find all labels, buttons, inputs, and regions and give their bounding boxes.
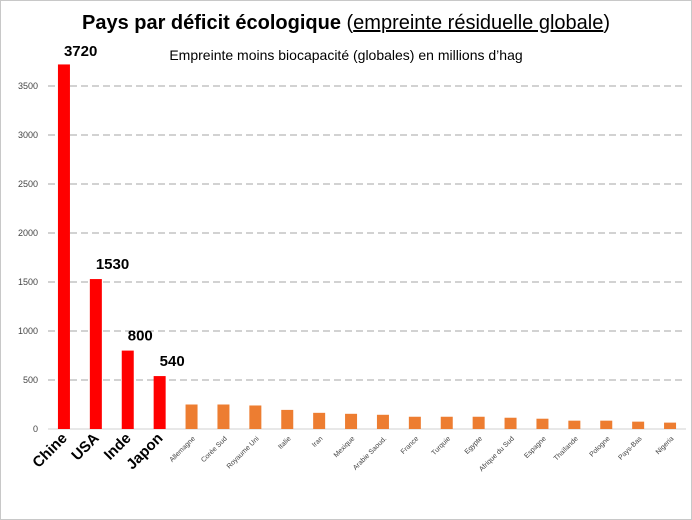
- bar-inde: [121, 350, 134, 429]
- bar-afrique-du-sud: [504, 417, 517, 429]
- bar-italie: [281, 409, 294, 429]
- bar-iran: [313, 412, 326, 429]
- x-tick-label: Corée Sud: [200, 435, 229, 464]
- bar-arabie-saoud-: [376, 414, 389, 429]
- bar-nigeria: [664, 422, 677, 429]
- y-tick-label: 0: [33, 424, 38, 434]
- chart-subtitle: Empreinte moins biocapacité (globales) e…: [169, 47, 523, 63]
- bar-france: [408, 416, 421, 429]
- bar-turquie: [440, 416, 453, 429]
- bar-usa: [89, 279, 102, 429]
- x-tick-label: Nigeria: [655, 435, 676, 456]
- chart-title: Pays par déficit écologique (empreinte r…: [81, 12, 610, 34]
- bar-royaume-uni: [249, 405, 262, 429]
- x-tick-label: Turquie: [431, 435, 453, 457]
- y-tick-label: 2000: [18, 228, 38, 238]
- bar-mexique: [345, 413, 358, 429]
- x-tick-label: Mexique: [333, 435, 357, 459]
- x-tick-label: Pologne: [589, 435, 612, 458]
- data-label: 3720: [64, 43, 97, 60]
- x-tick-label: Royaume Uni: [226, 435, 261, 470]
- x-tick-label: Japon: [123, 430, 166, 473]
- bar-allemagne: [185, 404, 198, 429]
- y-tick-label: 3500: [18, 81, 38, 91]
- y-tick-label: 1500: [18, 277, 38, 287]
- x-tick-label: Arabie Saoud.: [352, 435, 388, 471]
- y-tick-label: 1000: [18, 326, 38, 336]
- x-tick-label: France: [400, 435, 420, 455]
- y-tick-label: 500: [23, 375, 38, 385]
- bar-espagne: [536, 418, 549, 429]
- x-tick-label: Afrique du Sud: [478, 435, 516, 473]
- x-tick-label: USA: [68, 430, 103, 465]
- x-tick-label: Allemagne: [169, 435, 197, 463]
- bar-cor-e-sud: [217, 404, 230, 429]
- x-tick-label: Italie: [277, 435, 292, 450]
- bar-egypte: [472, 416, 485, 429]
- bar-tha-lande: [568, 420, 581, 429]
- x-tick-label: Iran: [311, 435, 325, 449]
- data-label: 1530: [96, 256, 129, 273]
- x-tick-label: Pays-Bas: [617, 435, 643, 461]
- bar-pays-bas: [632, 421, 645, 429]
- x-tick-label: Chine: [29, 430, 70, 471]
- x-tick-label: Egypte: [464, 435, 484, 455]
- x-tick-label: Espagne: [523, 435, 548, 460]
- bar-japon: [153, 376, 166, 429]
- data-label: 540: [160, 353, 185, 370]
- title-main: Pays par déficit écologique: [81, 12, 341, 34]
- bar-chine: [57, 64, 70, 429]
- y-tick-label: 2500: [18, 179, 38, 189]
- y-tick-label: 3000: [18, 130, 38, 140]
- data-label: 800: [128, 328, 153, 345]
- title-sub: empreinte résiduelle globale: [353, 12, 604, 34]
- bar-pologne: [600, 420, 613, 429]
- x-tick-label: Thaïlande: [553, 435, 580, 462]
